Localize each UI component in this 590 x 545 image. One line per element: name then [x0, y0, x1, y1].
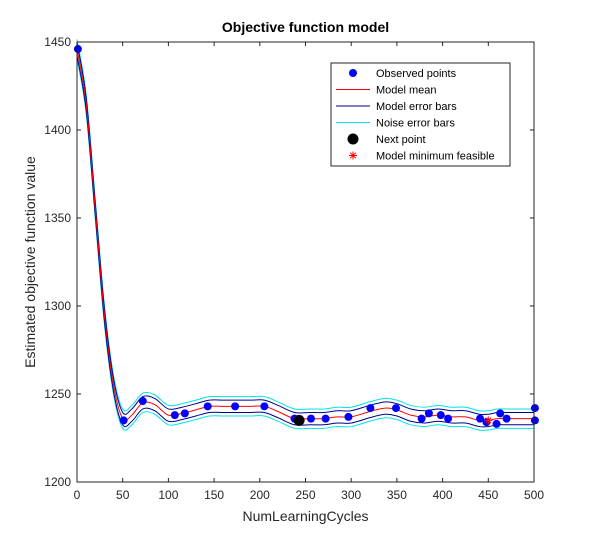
- observed-point: [444, 414, 453, 423]
- observed-point: [366, 404, 375, 413]
- legend-label: Next point: [376, 134, 426, 146]
- observed-point: [119, 416, 128, 425]
- observed-point: [496, 409, 505, 418]
- observed-point: [436, 411, 445, 420]
- observed-point: [391, 404, 400, 413]
- legend: Observed points Model mean Model error bar…: [330, 62, 511, 167]
- y-axis-label: Estimated objective function value: [22, 156, 38, 368]
- y-tick-label: 1450: [44, 35, 71, 49]
- legend-box: [330, 62, 511, 167]
- legend-label: Noise error bars: [376, 118, 455, 130]
- series-layer: [73, 39, 539, 431]
- x-tick-label: 300: [341, 488, 361, 502]
- legend-label: Model mean: [376, 85, 437, 97]
- axes-layer: 0 50 100 150 200 250 300 350 400 450 500 1200 1250 13…: [44, 35, 544, 502]
- observed-point: [476, 414, 485, 423]
- model-error-upper-line: [76, 42, 534, 416]
- x-tick-label: 100: [158, 488, 178, 502]
- y-tick-label: 1350: [44, 211, 71, 225]
- y-tick-label: 1400: [44, 123, 71, 137]
- x-tick-label: 0: [74, 488, 81, 502]
- x-tick-label: 50: [116, 488, 130, 502]
- observed-point: [231, 402, 240, 411]
- observed-point: [530, 416, 539, 425]
- x-tick-label: 400: [433, 488, 453, 502]
- x-axis-label: NumLearningCycles: [242, 508, 368, 524]
- legend-label: Observed points: [376, 68, 457, 80]
- noise-error-lower-line: [76, 58, 534, 431]
- x-tick-label: 150: [204, 488, 224, 502]
- model-error-lower-line: [76, 55, 534, 428]
- observed-point: [344, 412, 353, 421]
- observed-point: [424, 409, 433, 418]
- legend-label: Model minimum feasible: [376, 151, 495, 163]
- x-tick-label: 500: [524, 488, 544, 502]
- observed-point: [180, 409, 189, 418]
- noise-error-upper-line: [76, 39, 534, 412]
- y-tick-label: 1200: [44, 475, 71, 489]
- legend-label: Model error bars: [376, 101, 457, 113]
- observed-point: [321, 414, 330, 423]
- observed-point: [306, 414, 315, 423]
- observed-point: [138, 397, 147, 406]
- chart-title: Objective function model: [222, 19, 389, 35]
- model-minimum-feasible-marker: [484, 416, 493, 425]
- observed-point: [170, 411, 179, 420]
- observed-point: [417, 414, 426, 423]
- observed-point: [203, 402, 212, 411]
- observed-point: [73, 45, 82, 54]
- legend-big-dot-marker: [347, 133, 359, 145]
- x-tick-label: 450: [478, 488, 498, 502]
- x-tick-label: 250: [295, 488, 315, 502]
- observed-point: [260, 402, 269, 411]
- observed-point: [530, 404, 539, 413]
- x-tick-label: 350: [387, 488, 407, 502]
- observed-point: [502, 414, 511, 423]
- observed-point: [492, 419, 501, 428]
- next-point-marker: [293, 414, 305, 426]
- legend-dot-marker: [349, 69, 357, 77]
- y-tick-label: 1250: [44, 387, 71, 401]
- x-tick-label: 200: [250, 488, 270, 502]
- legend-star-marker: [349, 151, 357, 160]
- y-tick-label: 1300: [44, 299, 71, 313]
